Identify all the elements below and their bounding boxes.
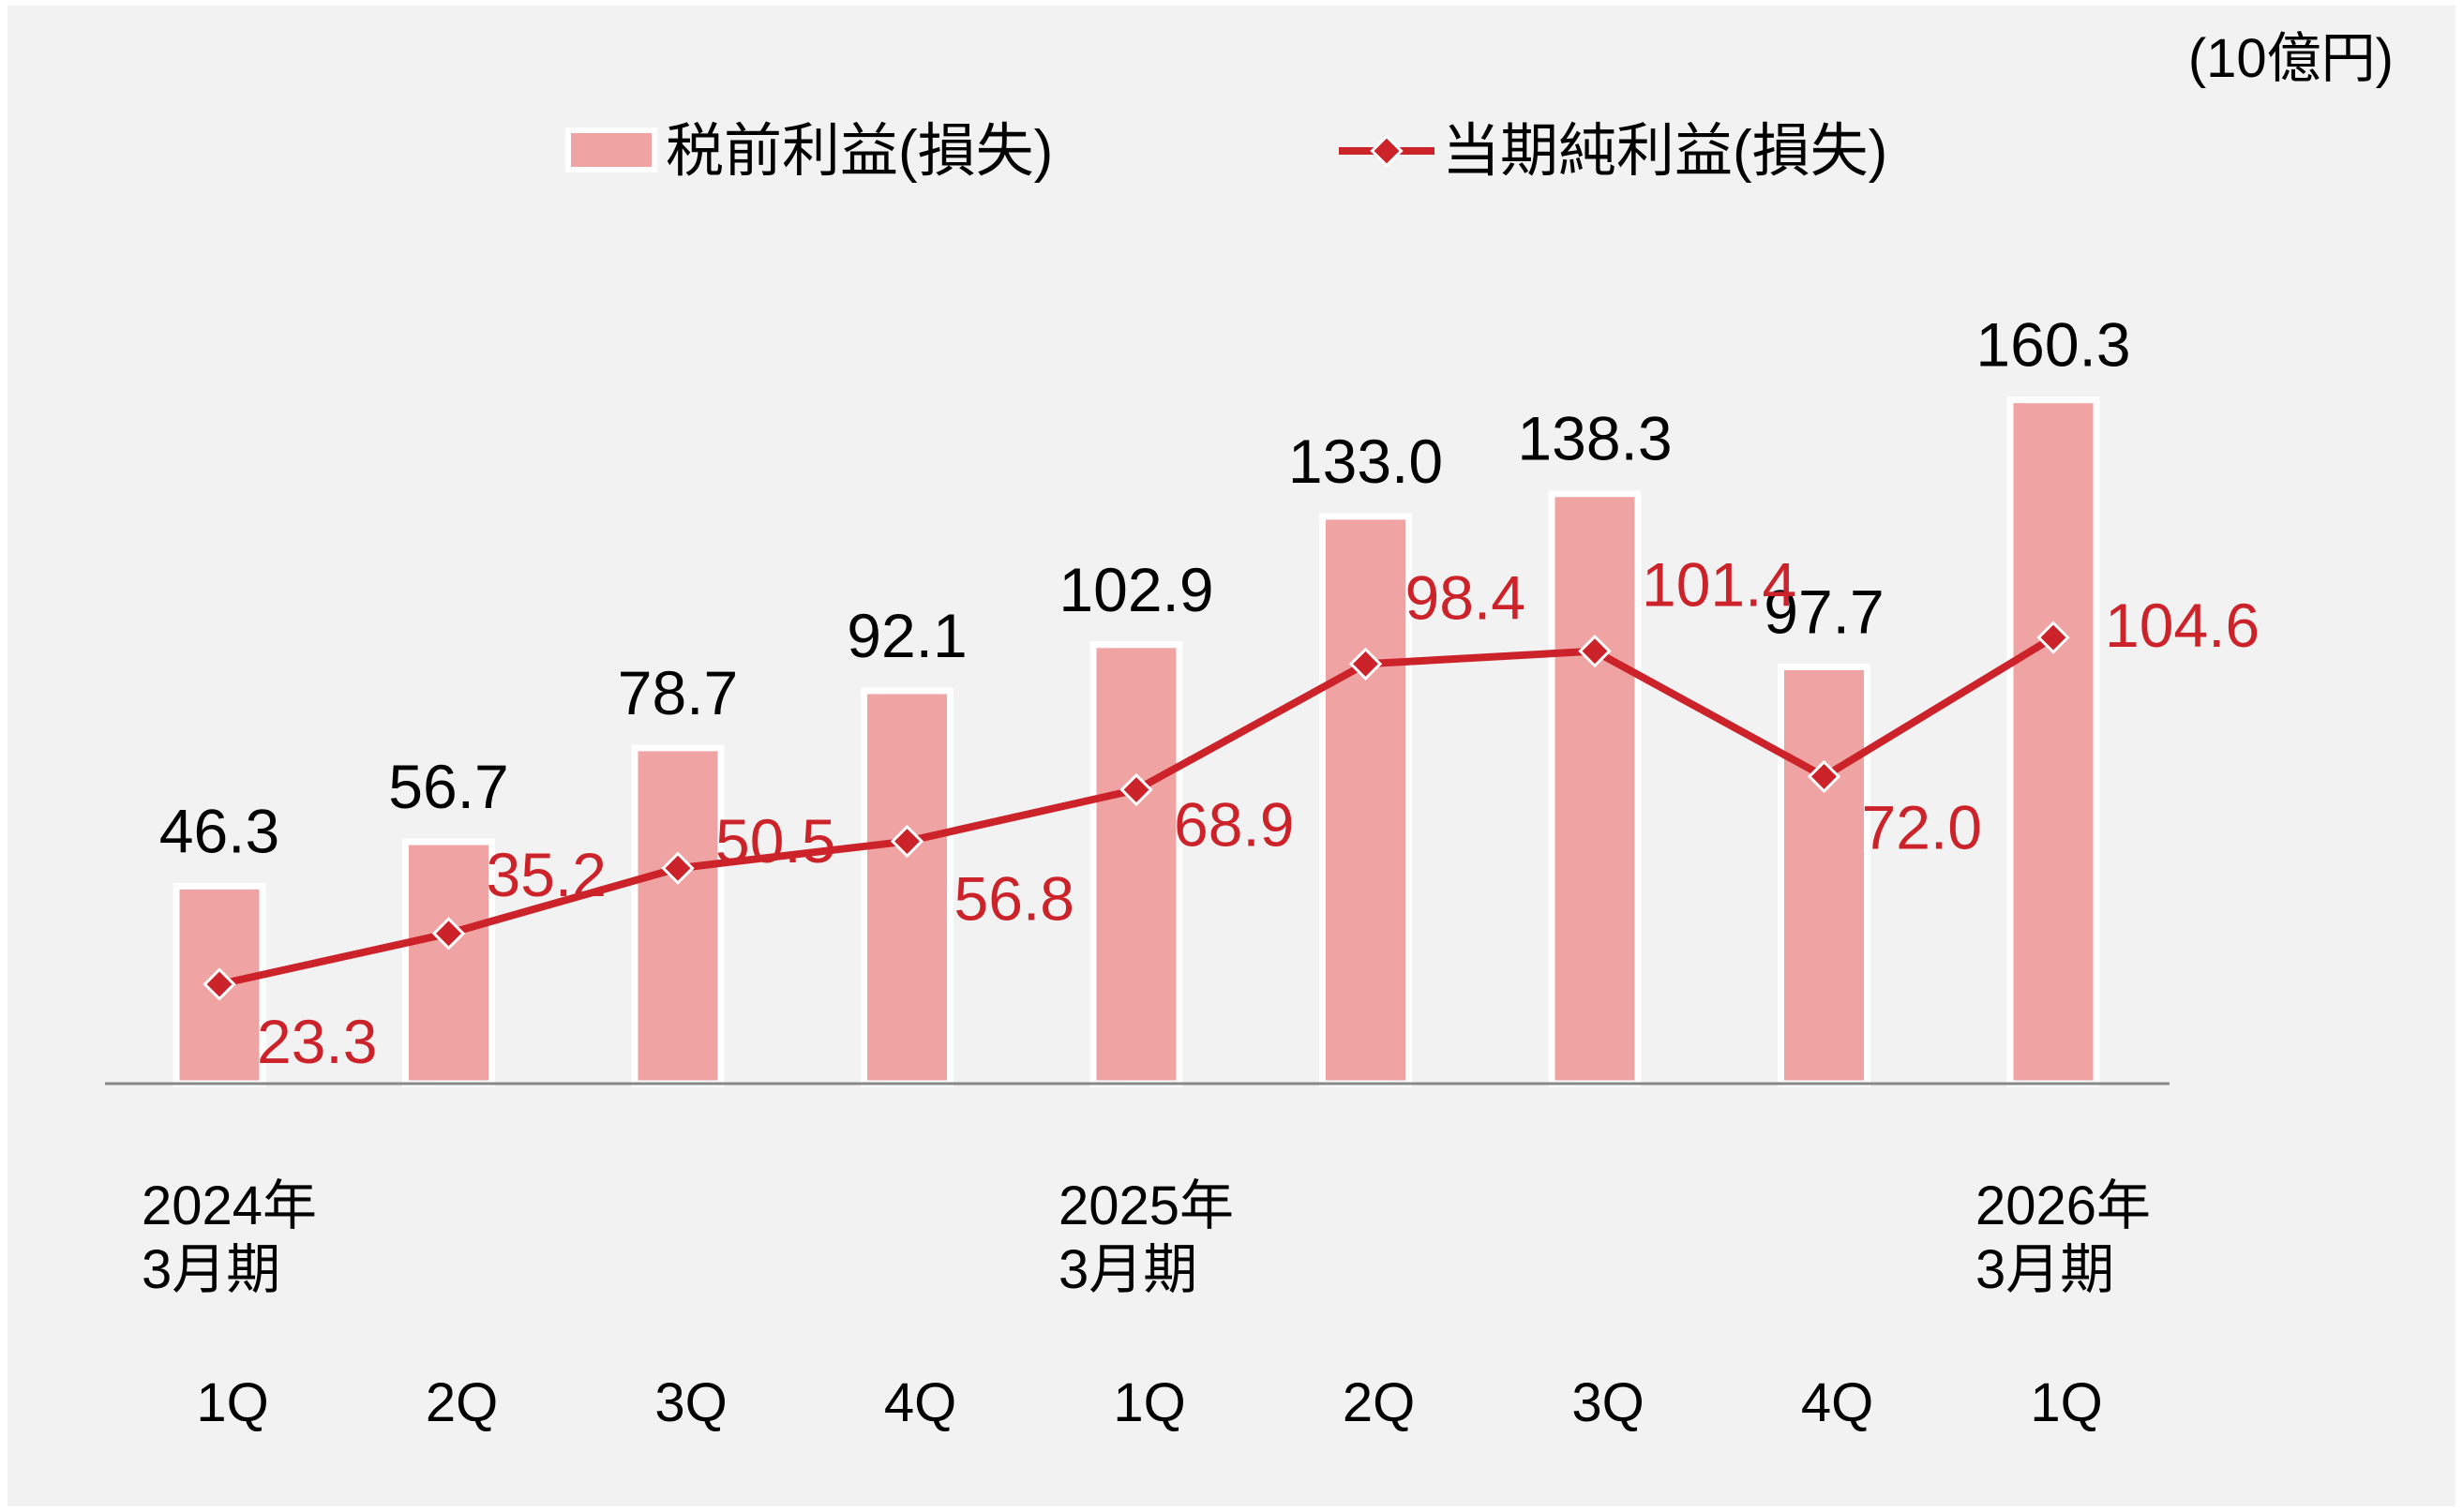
legend-bar-label: 税前利益(損失) — [666, 119, 1053, 184]
line-marker-4 — [1119, 772, 1153, 807]
line-marker-6 — [1578, 634, 1612, 668]
bar-labels-group: 46.3 56.7 78.7 92.1 102.9 133.0 138.3 97.7 160.3 — [159, 310, 2131, 866]
bar-value-label-6: 138.3 — [1517, 404, 1672, 473]
x-tick-label-1: 2Q — [426, 1372, 498, 1433]
line-value-label-0: 23.3 — [257, 1007, 377, 1076]
line-marker-8 — [2036, 621, 2070, 654]
period-label-0-line-0: 2024年 — [142, 1175, 317, 1236]
period-label-0-line-1: 3月期 — [142, 1239, 280, 1300]
bar-2 — [631, 744, 725, 1087]
chart-frame: (10億円) 税前利益(損失) 当期純利益(損失) 46.3 56.7 78.7 92… — [8, 6, 2455, 1506]
bar-value-label-1: 56.7 — [388, 752, 508, 821]
line-value-label-2: 50.5 — [715, 806, 835, 876]
x-tick-label-3: 4Q — [884, 1372, 956, 1433]
x-tick-label-0: 1Q — [196, 1372, 268, 1433]
bar-value-label-0: 46.3 — [159, 796, 279, 865]
bar-value-label-7: 97.7 — [1764, 576, 1884, 646]
legend-line-marker — [1370, 134, 1404, 168]
x-tick-label-8: 1Q — [2030, 1372, 2102, 1433]
bars-group — [173, 397, 2100, 1087]
chart-svg: (10億円) 税前利益(損失) 当期純利益(損失) 46.3 56.7 78.7 92… — [105, 28, 2394, 1433]
line-marker-5 — [1348, 647, 1383, 681]
legend-bar-swatch — [565, 127, 657, 172]
period-label-1-line-1: 3月期 — [1059, 1239, 1197, 1300]
bar-value-label-3: 92.1 — [847, 601, 967, 670]
line-value-label-5: 98.4 — [1405, 562, 1525, 632]
bar-7 — [1778, 663, 1870, 1087]
bar-value-label-8: 160.3 — [1975, 310, 2130, 380]
bar-value-label-5: 133.0 — [1288, 427, 1443, 496]
bar-4 — [1089, 641, 1183, 1087]
x-tick-label-4: 1Q — [1113, 1372, 1185, 1433]
period-label-1-line-0: 2025年 — [1059, 1175, 1234, 1236]
bar-5 — [1319, 513, 1412, 1087]
line-marker-7 — [1807, 759, 1841, 794]
x-tick-label-7: 4Q — [1801, 1372, 1873, 1433]
bar-1 — [402, 838, 495, 1087]
line-labels-group: 23.3 35.2 50.5 56.8 68.9 98.4 101.4 72.0 104.6 — [257, 550, 2260, 1076]
period-label-2-line-1: 3月期 — [1975, 1239, 2114, 1300]
line-marker-1 — [431, 917, 466, 951]
unit-label: (10億円) — [2188, 28, 2394, 89]
x-tick-label-5: 2Q — [1343, 1372, 1415, 1433]
legend-line-label: 当期純利益(損失) — [1442, 119, 1887, 184]
x-tick-labels-group: 1Q 2Q 3Q 4Q 1Q 2Q 3Q 4Q 1Q — [196, 1372, 2102, 1433]
bar-value-label-4: 102.9 — [1059, 555, 1213, 624]
line-value-label-4: 68.9 — [1174, 790, 1294, 860]
line-marker-2 — [661, 851, 695, 885]
bar-6 — [1548, 490, 1642, 1087]
line-value-label-3: 56.8 — [954, 864, 1074, 934]
line-value-label-8: 104.6 — [2105, 591, 2260, 660]
line-value-label-7: 72.0 — [1862, 792, 1982, 861]
line-value-label-1: 35.2 — [487, 840, 607, 909]
x-tick-label-6: 3Q — [1571, 1372, 1644, 1433]
line-value-label-6: 101.4 — [1642, 550, 1796, 620]
line-series-group — [203, 621, 2070, 1001]
bar-8 — [2006, 397, 2100, 1087]
bar-value-label-2: 78.7 — [618, 658, 738, 727]
line-marker-0 — [203, 967, 236, 1001]
bar-3 — [861, 687, 954, 1087]
x-tick-label-2: 3Q — [654, 1372, 727, 1433]
legend: 税前利益(損失) 当期純利益(損失) — [565, 119, 1887, 184]
line-marker-3 — [890, 824, 924, 859]
period-label-2-line-0: 2026年 — [1975, 1175, 2151, 1236]
